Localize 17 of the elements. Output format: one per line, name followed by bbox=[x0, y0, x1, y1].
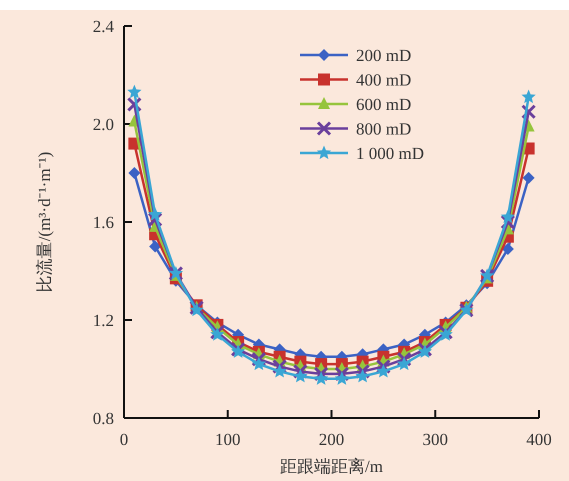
y-tick-label: 1.2 bbox=[92, 311, 114, 330]
y-tick-label: 1.6 bbox=[92, 213, 114, 232]
x-axis-title: 距跟端距离/m bbox=[280, 457, 383, 476]
x-tick-label: 300 bbox=[422, 430, 448, 449]
x-tick-label: 400 bbox=[526, 430, 552, 449]
y-tick-label: 2.4 bbox=[92, 17, 114, 36]
x-tick-label: 100 bbox=[215, 430, 240, 449]
legend-label: 400 mD bbox=[356, 70, 412, 90]
legend-label: 600 mD bbox=[356, 95, 412, 114]
x-tick-label: 200 bbox=[318, 430, 344, 449]
legend-label: 200 mD bbox=[356, 46, 412, 65]
x-tick-label: 0 bbox=[120, 430, 128, 449]
legend-label: 1 000 mD bbox=[356, 144, 424, 163]
y-axis-title: 比流量/(m³·d⁻¹·m⁻¹) bbox=[35, 152, 54, 292]
y-tick-label: 2.0 bbox=[92, 115, 114, 134]
legend-label: 800 mD bbox=[356, 120, 412, 138]
y-tick-label: 0.8 bbox=[92, 409, 114, 428]
